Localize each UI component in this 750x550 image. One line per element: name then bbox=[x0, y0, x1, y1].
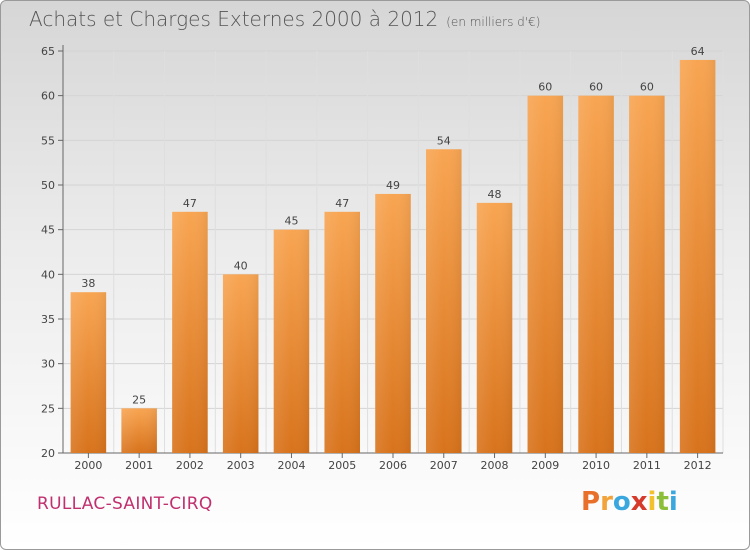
x-tick-label-2000: 2000 bbox=[74, 459, 102, 472]
bar-shine-2006 bbox=[375, 193, 411, 453]
x-tick-label-2006: 2006 bbox=[379, 459, 407, 472]
bar-shine-2002 bbox=[172, 211, 208, 453]
value-label-2006: 49 bbox=[386, 179, 400, 192]
chart-title-text: Achats et Charges Externes 2000 à 2012 bbox=[29, 7, 439, 31]
bar-shine-2005 bbox=[324, 211, 360, 453]
bar-shine-2012 bbox=[679, 59, 716, 453]
labels: 2000 38 2001 25 2002 47 2003 40 2004 45 2005 47 2006… bbox=[74, 45, 711, 472]
chart-title: Achats et Charges Externes 2000 à 2012 (e… bbox=[29, 7, 540, 31]
x-tick-label-2012: 2012 bbox=[684, 459, 712, 472]
y-tick-label: 65 bbox=[41, 45, 55, 58]
value-label-2008: 48 bbox=[488, 188, 502, 201]
bar-shine-2001 bbox=[121, 408, 157, 453]
chart-subtitle: (en milliers d'€) bbox=[446, 15, 541, 29]
value-label-2011: 60 bbox=[640, 81, 654, 94]
x-tick-label-2003: 2003 bbox=[227, 459, 255, 472]
logo-letter: t bbox=[656, 487, 669, 517]
value-label-2000: 38 bbox=[81, 277, 95, 290]
y-tick-label: 55 bbox=[41, 134, 55, 147]
x-tick-label-2009: 2009 bbox=[531, 459, 559, 472]
logo-letter: P bbox=[581, 487, 601, 517]
x-tick-label-2002: 2002 bbox=[176, 459, 204, 472]
y-tick-label: 45 bbox=[41, 224, 55, 237]
logo-letter: r bbox=[600, 487, 613, 517]
y-tick-label: 25 bbox=[41, 402, 55, 415]
bar-shine-2007 bbox=[426, 149, 462, 453]
x-tick-label-2011: 2011 bbox=[633, 459, 661, 472]
y-tick-label: 30 bbox=[41, 358, 55, 371]
value-label-2010: 60 bbox=[589, 81, 603, 94]
x-tick-label-2007: 2007 bbox=[430, 459, 458, 472]
y-tick-label: 60 bbox=[41, 90, 55, 103]
y-tick-label: 40 bbox=[41, 268, 55, 281]
logo-letter: o bbox=[612, 487, 631, 517]
bar-shine-2004 bbox=[273, 229, 310, 453]
bar-shine-2003 bbox=[222, 274, 259, 453]
bar-shine-2010 bbox=[578, 95, 614, 454]
y-tick-label: 35 bbox=[41, 313, 55, 326]
bar-shine-2011 bbox=[629, 95, 665, 454]
value-label-2007: 54 bbox=[437, 134, 451, 147]
logo-letter: x bbox=[630, 487, 648, 517]
x-tick-label-2001: 2001 bbox=[125, 459, 153, 472]
value-label-2009: 60 bbox=[538, 81, 552, 94]
y-tick-label: 50 bbox=[41, 179, 55, 192]
value-label-2003: 40 bbox=[234, 259, 248, 272]
value-label-2002: 47 bbox=[183, 197, 197, 210]
value-label-2012: 64 bbox=[691, 45, 705, 58]
value-label-2004: 45 bbox=[284, 215, 298, 228]
bar-shine-2000 bbox=[70, 292, 107, 453]
proxiti-logo: Proxiti bbox=[581, 487, 678, 517]
logo-letter: i bbox=[647, 487, 657, 517]
value-label-2005: 47 bbox=[335, 197, 349, 210]
x-tick-label-2008: 2008 bbox=[481, 459, 509, 472]
bar-shine-2008 bbox=[476, 202, 513, 453]
x-tick-label-2005: 2005 bbox=[328, 459, 356, 472]
logo-letter: i bbox=[668, 487, 678, 517]
commune-name: RULLAC-SAINT-CIRQ bbox=[37, 494, 213, 514]
bar-shine-2009 bbox=[527, 95, 564, 454]
y-tick-label: 20 bbox=[41, 447, 55, 460]
x-tick-label-2010: 2010 bbox=[582, 459, 610, 472]
value-label-2001: 25 bbox=[132, 393, 146, 406]
x-tick-label-2004: 2004 bbox=[277, 459, 305, 472]
bars bbox=[70, 59, 716, 454]
